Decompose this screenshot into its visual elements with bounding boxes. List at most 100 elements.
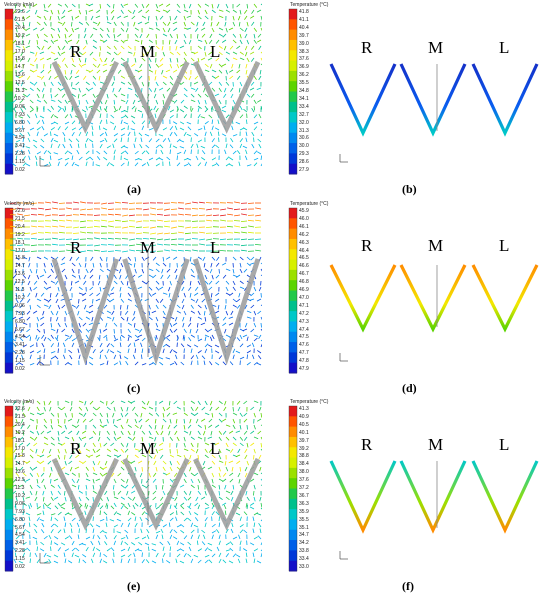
velocity-vector xyxy=(124,150,129,155)
velocity-vector xyxy=(57,304,61,310)
velocity-vector xyxy=(113,133,119,137)
velocity-vector xyxy=(141,466,143,472)
velocity-vector xyxy=(68,460,73,465)
velocity-vector xyxy=(57,418,59,424)
velocity-vector xyxy=(106,448,112,452)
velocity-vector xyxy=(127,496,132,501)
velocity-vector xyxy=(243,418,248,423)
colorbar-frame xyxy=(288,405,298,572)
velocity-vector xyxy=(94,249,101,252)
velocity-vector xyxy=(64,490,66,496)
velocity-vector xyxy=(84,27,87,33)
velocity-vector xyxy=(127,81,132,86)
velocity-vector xyxy=(175,558,178,564)
colorbar-segment xyxy=(289,447,297,459)
velocity-vector xyxy=(50,484,55,488)
velocity-tick-label: 1.15 xyxy=(15,556,25,563)
velocity-vector xyxy=(12,274,17,279)
velocity-vector xyxy=(120,99,126,102)
velocity-vector xyxy=(162,81,167,86)
velocity-vector xyxy=(113,424,118,428)
velocity-vector xyxy=(239,127,245,131)
velocity-vector xyxy=(198,208,206,210)
velocity-vector xyxy=(64,121,70,125)
velocity-tick-label: 11.3 xyxy=(15,88,25,94)
velocity-vector xyxy=(204,336,207,342)
velocity-vector xyxy=(162,93,166,99)
velocity-vector xyxy=(154,418,157,424)
velocity-vector xyxy=(235,430,241,433)
velocity-vector xyxy=(181,280,185,286)
velocity-vector xyxy=(85,484,88,490)
velocity-vector xyxy=(132,496,136,502)
velocity-vector xyxy=(77,418,80,424)
velocity-vector xyxy=(134,268,137,274)
velocity-vector xyxy=(190,21,195,26)
velocity-tick-label: 14.7 xyxy=(15,461,25,468)
velocity-vector xyxy=(189,316,192,322)
velocity-vector xyxy=(239,268,243,274)
velocity-vector xyxy=(101,219,108,222)
velocity-vector xyxy=(106,15,109,21)
velocity-vector xyxy=(50,310,54,316)
velocity-vector xyxy=(260,163,262,167)
velocity-vector xyxy=(169,534,173,540)
velocity-vector xyxy=(173,424,178,429)
velocity-vector xyxy=(251,143,255,149)
velocity-vector xyxy=(46,554,52,558)
velocity-vector xyxy=(29,127,35,131)
velocity-vector xyxy=(183,412,188,416)
velocity-vector xyxy=(182,322,185,328)
velocity-vector xyxy=(102,127,108,131)
velocity-vector xyxy=(217,119,220,125)
velocity-vector xyxy=(57,322,61,328)
velocity-vector xyxy=(120,127,126,131)
velocity-vector xyxy=(179,127,185,131)
velocity-vector xyxy=(104,534,108,540)
velocity-vector xyxy=(95,164,101,167)
velocity-vector xyxy=(237,448,241,454)
velocity-vector xyxy=(134,328,140,331)
velocity-vector xyxy=(253,39,257,44)
velocity-vector xyxy=(26,75,31,80)
velocity-vector xyxy=(97,502,101,508)
velocity-vector xyxy=(236,69,241,74)
velocity-vector xyxy=(190,406,194,412)
velocity-tick-label: 1.15 xyxy=(15,159,25,166)
velocity-vector xyxy=(71,472,76,476)
velocity-vector xyxy=(225,268,231,271)
velocity-vector xyxy=(148,454,153,459)
velocity-vector xyxy=(232,418,236,424)
velocity-vector xyxy=(85,137,89,143)
velocity-vector xyxy=(202,21,206,27)
velocity-vector xyxy=(141,15,147,19)
velocity-vector xyxy=(176,155,178,161)
velocity-vector xyxy=(116,15,122,19)
velocity-vector xyxy=(224,510,227,516)
velocity-vector xyxy=(138,448,143,453)
velocity-vector xyxy=(253,137,255,143)
velocity-vector xyxy=(155,412,160,417)
velocity-vector xyxy=(69,45,73,50)
section-label: R xyxy=(70,439,82,458)
velocity-vector xyxy=(37,238,45,240)
velocity-vector xyxy=(28,256,31,262)
velocity-vector xyxy=(57,436,60,442)
velocity-vector xyxy=(132,9,136,15)
velocity-vector xyxy=(170,232,178,234)
velocity-vector xyxy=(131,120,136,125)
velocity-vector xyxy=(215,57,220,62)
velocity-vector xyxy=(222,33,227,38)
velocity-tick-label: 6.80 xyxy=(15,119,25,126)
velocity-vector xyxy=(148,406,154,410)
velocity-vector xyxy=(82,322,87,327)
velocity-vector xyxy=(36,316,40,322)
velocity-vector xyxy=(260,472,262,475)
velocity-vector xyxy=(159,502,164,507)
velocity-vector xyxy=(57,161,60,167)
velocity-vector xyxy=(187,496,192,501)
velocity-vector xyxy=(36,540,38,546)
velocity-vector xyxy=(82,559,87,564)
velocity-vector xyxy=(47,45,52,50)
velocity-vector xyxy=(36,484,41,489)
